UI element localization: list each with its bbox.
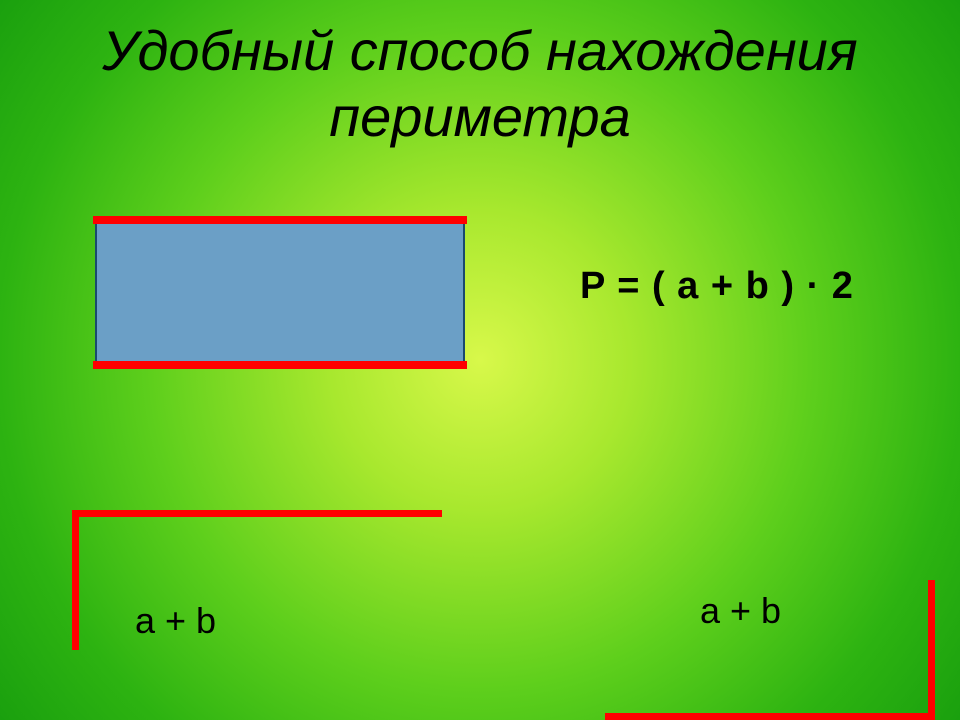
- slide-canvas: Удобный способ нахождения периметра P = …: [0, 0, 960, 720]
- right-angle-horizontal: [605, 713, 935, 720]
- left-angle-label: a + b: [135, 600, 216, 642]
- right-angle-label: a + b: [700, 590, 781, 632]
- rectangle-fill: [95, 220, 465, 365]
- rectangle-bottom-highlight: [93, 361, 467, 369]
- perimeter-rectangle: [95, 220, 465, 365]
- rectangle-top-highlight: [93, 216, 467, 224]
- left-angle-vertical: [72, 510, 79, 650]
- left-angle-horizontal: [72, 510, 442, 517]
- right-angle-vertical: [928, 580, 935, 720]
- slide-title: Удобный способ нахождения периметра: [0, 18, 960, 150]
- perimeter-formula: P = ( a + b ) · 2: [580, 265, 854, 308]
